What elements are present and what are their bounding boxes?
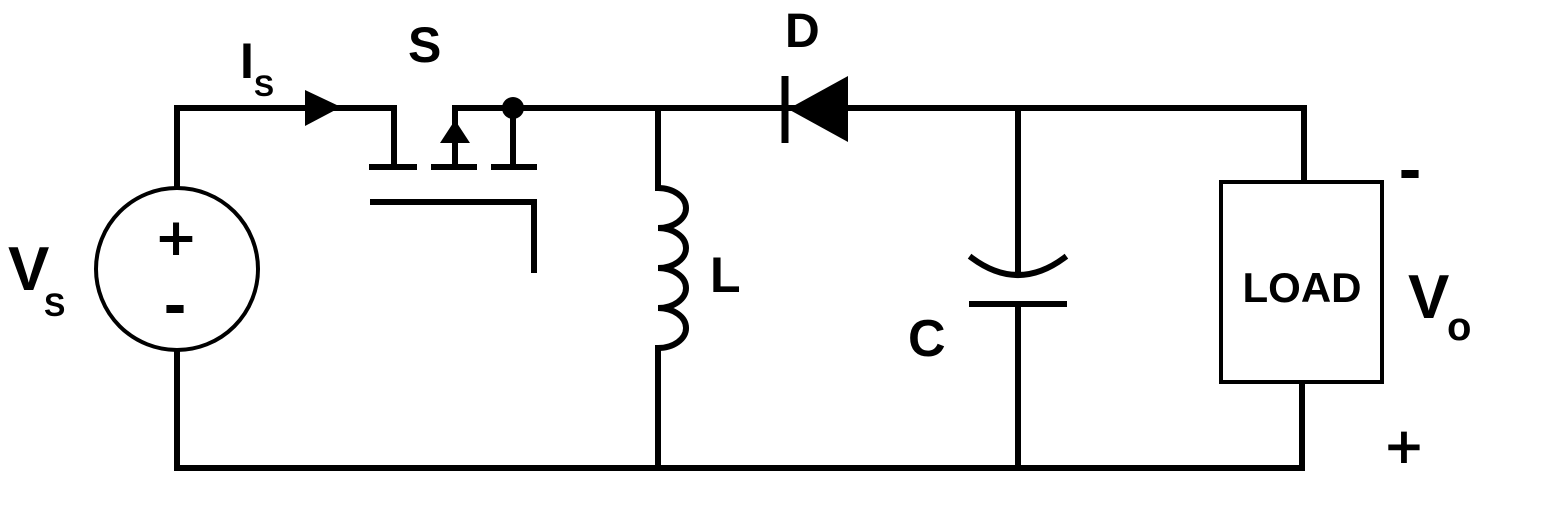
capacitor-curved-plate-icon — [967, 253, 1069, 278]
output-bottom-polarity: + — [1383, 417, 1425, 475]
diode-label: D — [785, 5, 820, 58]
inductor-label: L — [710, 247, 741, 303]
inductor — [654, 184, 689, 352]
source-minus-sign: - — [163, 274, 186, 339]
mosfet-switch — [369, 97, 537, 273]
inductor-coil-icon — [654, 184, 689, 352]
current-symbol: I — [240, 33, 254, 89]
source-voltage-subscript: S — [44, 287, 65, 323]
load-label: LOAD — [1243, 264, 1362, 311]
voltage-source — [94, 186, 260, 352]
current-arrow — [305, 90, 341, 126]
mosfet-body-arrow-icon — [440, 120, 470, 143]
junction-dot-icon — [502, 97, 524, 119]
capacitor — [967, 253, 1069, 307]
voltage-source-circle-icon — [94, 186, 260, 352]
output-top-polarity: - — [1398, 139, 1421, 204]
source-voltage-symbol: V — [8, 235, 49, 304]
output-voltage-symbol: V — [1408, 263, 1449, 332]
load-box — [1219, 180, 1384, 384]
current-subscript: S — [254, 70, 274, 103]
current-direction-arrow-icon — [305, 90, 341, 126]
output-voltage-subscript: o — [1447, 305, 1471, 349]
diode-triangle-icon — [788, 76, 848, 142]
capacitor-label: C — [908, 310, 946, 368]
circuit-wires — [174, 105, 1307, 471]
source-plus-sign: + — [154, 208, 198, 268]
diode — [781, 76, 848, 143]
load-rectangle — [1219, 180, 1384, 384]
switch-label: S — [408, 17, 441, 73]
